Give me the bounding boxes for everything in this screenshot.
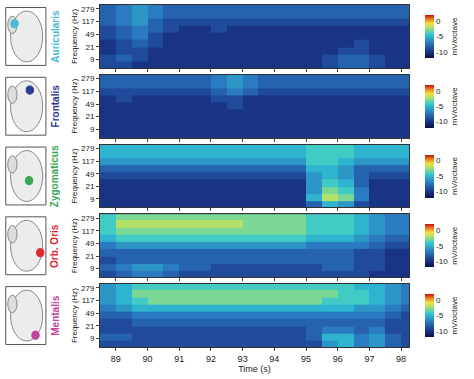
svg-text:21: 21 (85, 112, 94, 121)
svg-text:Orb. Oris: Orb. Oris (49, 224, 60, 268)
svg-text:21: 21 (85, 322, 94, 331)
svg-text:9: 9 (90, 55, 95, 64)
svg-text:21: 21 (85, 43, 94, 52)
svg-text:Mentalis: Mentalis (50, 295, 61, 335)
svg-text:Zygomaticus: Zygomaticus (49, 145, 60, 207)
svg-text:mV/octave: mV/octave (450, 17, 459, 55)
svg-text:-5: -5 (436, 311, 444, 320)
svg-text:Frontalis: Frontalis (50, 85, 61, 128)
svg-text:mV/octave: mV/octave (450, 87, 459, 125)
svg-text:279: 279 (81, 214, 95, 223)
svg-text:49: 49 (85, 170, 94, 179)
svg-text:94: 94 (269, 354, 279, 364)
svg-text:279: 279 (81, 284, 95, 293)
svg-text:117: 117 (82, 227, 95, 236)
svg-text:117: 117 (82, 17, 95, 26)
svg-text:0: 0 (436, 226, 441, 235)
svg-text:-5: -5 (436, 32, 444, 41)
svg-text:21: 21 (85, 252, 94, 261)
svg-text:-5: -5 (436, 172, 444, 181)
svg-text:9: 9 (90, 125, 95, 134)
svg-text:117: 117 (82, 296, 95, 305)
svg-text:Frequency (Hz): Frequency (Hz) (70, 148, 79, 203)
svg-text:49: 49 (85, 30, 94, 39)
svg-text:21: 21 (85, 182, 94, 191)
svg-text:9: 9 (90, 264, 95, 273)
svg-text:0: 0 (436, 156, 441, 165)
svg-text:mV/octave: mV/octave (450, 226, 459, 264)
svg-text:89: 89 (111, 354, 121, 364)
svg-text:mV/octave: mV/octave (450, 296, 459, 334)
svg-text:-5: -5 (436, 102, 444, 111)
svg-text:49: 49 (85, 100, 94, 109)
svg-text:91: 91 (174, 354, 184, 364)
svg-text:Frequency (Hz): Frequency (Hz) (70, 218, 79, 273)
svg-text:0: 0 (436, 87, 441, 96)
svg-text:98: 98 (396, 354, 406, 364)
svg-text:92: 92 (206, 354, 216, 364)
svg-text:-10: -10 (436, 117, 448, 126)
svg-text:9: 9 (90, 195, 95, 204)
svg-text:mV/octave: mV/octave (450, 157, 459, 195)
svg-text:0: 0 (436, 296, 441, 305)
svg-text:49: 49 (85, 239, 94, 248)
svg-text:117: 117 (82, 157, 95, 166)
svg-text:117: 117 (82, 87, 95, 96)
svg-text:Frequency (Hz): Frequency (Hz) (70, 9, 79, 64)
svg-text:49: 49 (85, 309, 94, 318)
svg-text:0: 0 (436, 17, 441, 26)
svg-text:Frequency (Hz): Frequency (Hz) (70, 288, 79, 343)
svg-text:9: 9 (90, 334, 95, 343)
svg-text:-10: -10 (436, 48, 448, 57)
svg-text:-10: -10 (436, 327, 448, 336)
svg-text:-10: -10 (436, 257, 448, 266)
svg-text:96: 96 (333, 354, 343, 364)
svg-text:Time (s): Time (s) (238, 364, 271, 374)
svg-text:279: 279 (81, 144, 95, 153)
svg-text:95: 95 (301, 354, 311, 364)
svg-text:279: 279 (81, 74, 95, 83)
svg-text:279: 279 (81, 5, 95, 14)
svg-text:97: 97 (364, 354, 374, 364)
svg-text:93: 93 (238, 354, 248, 364)
svg-text:-5: -5 (436, 242, 444, 251)
svg-text:Frequency (Hz): Frequency (Hz) (70, 78, 79, 133)
svg-text:90: 90 (143, 354, 153, 364)
svg-text:-10: -10 (436, 187, 448, 196)
svg-text:Auricularis: Auricularis (50, 10, 61, 63)
